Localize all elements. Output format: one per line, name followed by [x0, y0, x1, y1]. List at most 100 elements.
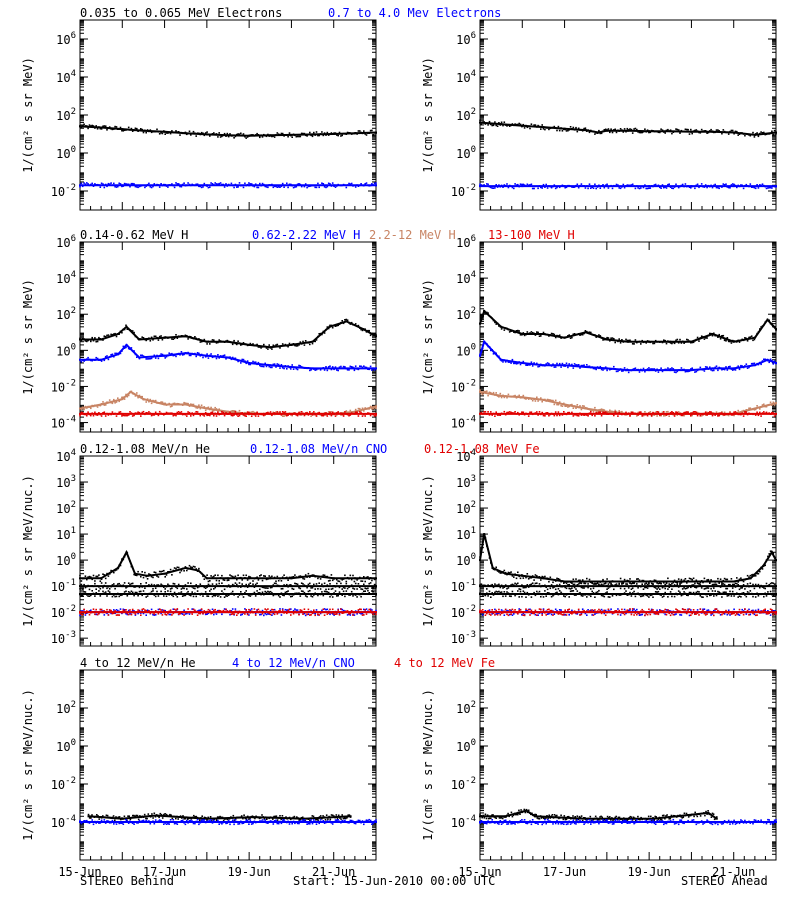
sample-dot [141, 128, 143, 131]
y-tick-label: 100 [456, 342, 476, 358]
sample-dot [719, 131, 722, 133]
sample-dot [218, 593, 220, 596]
sample-dot [483, 341, 485, 343]
sample-dot [79, 588, 81, 590]
sample-dot [167, 590, 169, 592]
sample-dot [771, 411, 773, 414]
sample-dot [304, 134, 307, 137]
sample-dot [480, 123, 483, 126]
sample-dot [222, 411, 225, 414]
sample-dot [340, 135, 342, 137]
sample-dot [711, 369, 714, 372]
sample-dot [579, 129, 581, 131]
sample-dot [619, 413, 622, 415]
data-point [248, 585, 251, 588]
sample-dot [330, 132, 333, 134]
sample-dot [230, 182, 233, 185]
sample-dot [746, 409, 749, 411]
sample-dot [241, 579, 243, 581]
sample-dot [83, 413, 85, 416]
sample-dot [718, 130, 720, 132]
data-point [142, 129, 145, 132]
sample-dot [372, 413, 375, 416]
sample-dot [241, 184, 243, 187]
sample-dot [594, 415, 596, 417]
sample-dot [199, 407, 202, 410]
sample-dot [677, 369, 680, 371]
sample-dot [318, 134, 320, 137]
sample-dot [118, 411, 120, 414]
sample-dot [604, 366, 607, 368]
sample-dot [156, 128, 158, 131]
sample-dot [154, 335, 157, 338]
sample-dot [152, 356, 154, 358]
sample-dot [167, 337, 169, 339]
sample-dot [92, 125, 95, 127]
sample-dot [598, 334, 600, 336]
sample-dot [209, 343, 211, 345]
sample-dot [287, 365, 289, 367]
sample-dot [549, 334, 552, 336]
sample-dot [271, 135, 273, 138]
sample-dot [146, 609, 149, 611]
sample-dot [164, 609, 166, 612]
sample-dot [354, 132, 357, 134]
sample-dot [230, 610, 233, 612]
sample-dot [94, 580, 96, 582]
sample-dot [204, 132, 207, 134]
sample-dot [742, 133, 745, 135]
sample-dot [137, 186, 139, 189]
sample-dot [83, 608, 85, 611]
sample-dot [348, 411, 350, 414]
sample-dot [631, 343, 634, 345]
sample-dot [303, 584, 306, 586]
sample-dot [191, 586, 193, 588]
sample-dot [338, 613, 341, 615]
sample-dot [117, 567, 119, 570]
sample-dot [187, 608, 189, 610]
sample-dot [79, 337, 81, 340]
sample-dot [145, 582, 147, 584]
sample-dot [508, 395, 511, 398]
sample-dot [710, 332, 712, 335]
sample-dot [190, 184, 192, 187]
sample-dot [153, 614, 156, 616]
sample-dot [90, 612, 92, 614]
sample-dot [575, 414, 577, 416]
sample-dot [288, 584, 291, 586]
sample-dot [230, 358, 233, 361]
sample-dot [195, 595, 197, 598]
sample-dot [164, 413, 166, 415]
sample-dot [276, 343, 279, 346]
sample-dot [542, 183, 545, 186]
sample-dot [306, 576, 308, 578]
sample-dot [123, 582, 126, 584]
sample-dot [138, 394, 141, 397]
charts: 0.035 to 0.065 MeV Electrons 0.7 to 4.0 M… [21, 6, 777, 879]
sample-dot [759, 328, 761, 330]
sample-dot [183, 335, 185, 338]
sample-dot [754, 336, 757, 338]
sample-dot [249, 363, 252, 366]
sample-dot [175, 334, 177, 336]
sample-dot [115, 335, 118, 338]
sample-dot [134, 185, 137, 188]
sample-dot [369, 365, 372, 368]
sample-dot [371, 609, 373, 611]
sample-dot [240, 611, 242, 614]
sample-dot [552, 399, 554, 402]
sample-dot [622, 131, 625, 133]
sample-dot [664, 414, 666, 417]
sample-dot [223, 579, 226, 581]
sample-dot [486, 413, 488, 415]
sample-dot [96, 340, 99, 343]
sample-dot [231, 356, 234, 359]
sample-dot [118, 582, 120, 585]
sample-dot [367, 408, 369, 410]
sample-dot [659, 341, 661, 343]
sample-dot [215, 583, 218, 585]
sample-dot [245, 343, 247, 345]
sample-dot [264, 185, 266, 188]
sample-dot [498, 355, 500, 358]
